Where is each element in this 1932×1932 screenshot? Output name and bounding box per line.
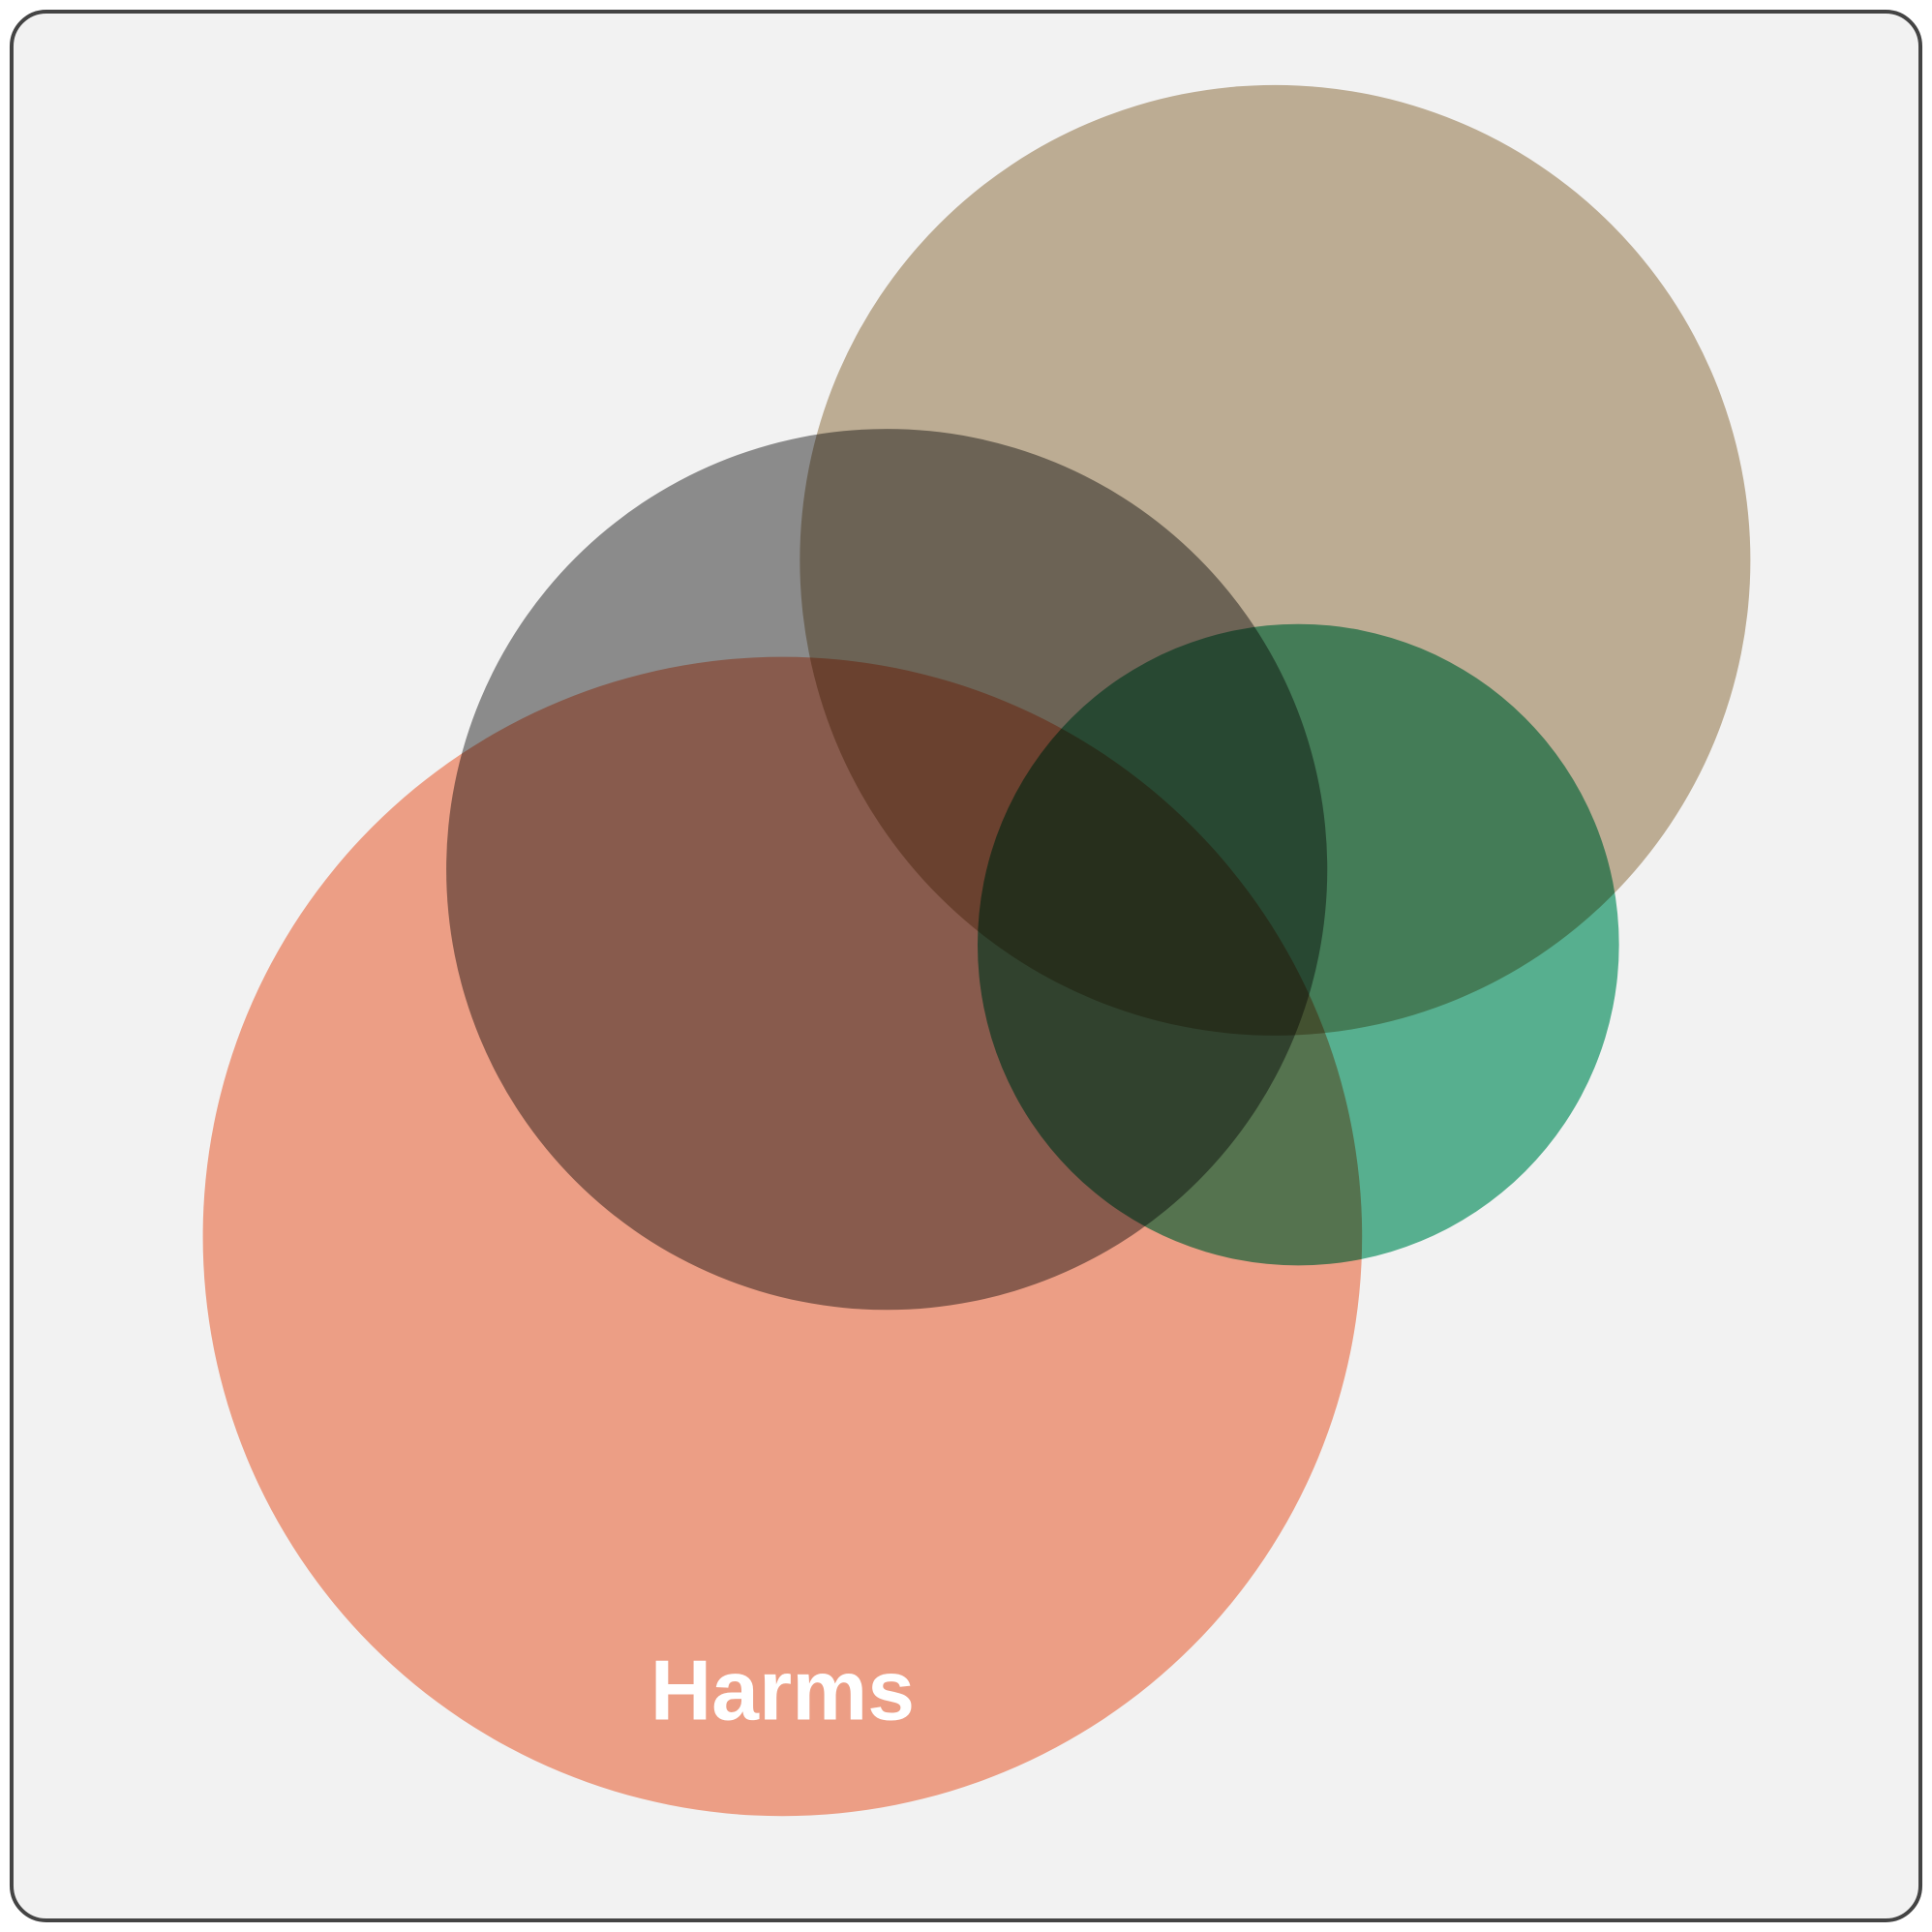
venn-svg: Harms: [0, 0, 1932, 1932]
labels-group: Harms: [650, 1642, 915, 1737]
label-coral: Harms: [650, 1642, 915, 1737]
diagram-canvas: Harms: [0, 0, 1932, 1932]
